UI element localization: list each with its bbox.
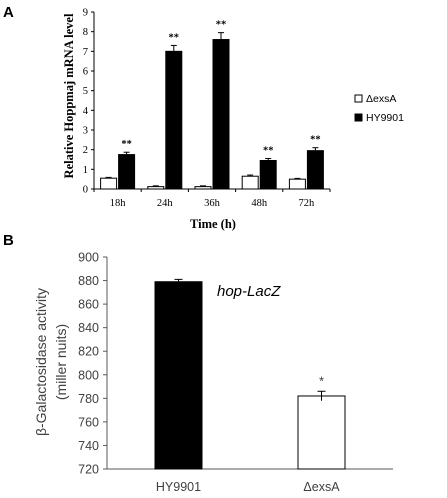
chart-b: 720 740 760 780 800 820 840 860 880 900 HY9901 Δexs… bbox=[78, 251, 393, 494]
legend-label-hy9901: HY9901 bbox=[366, 112, 404, 124]
chart-b-x-tick-label: HY9901 bbox=[156, 480, 201, 494]
chart-a-bar bbox=[306, 150, 324, 190]
legend-swatch-hy9901 bbox=[354, 113, 363, 122]
chart-a-legend: ΔexsA HY9901 bbox=[354, 93, 404, 124]
chart-a-bar bbox=[118, 154, 136, 190]
chart-a-y-tick-label: 5 bbox=[83, 86, 88, 97]
chart-b-y-tick-label: 840 bbox=[78, 321, 99, 335]
chart-b-y-tick-label: 880 bbox=[78, 274, 99, 288]
chart-a-bar bbox=[165, 50, 183, 190]
chart-a-y-tick-label: 7 bbox=[83, 47, 88, 58]
legend-swatch-dexsa bbox=[354, 94, 363, 103]
chart-a-x-tick-label: 48h bbox=[251, 198, 268, 209]
chart-b-annotation: hop-LacZ bbox=[217, 283, 281, 300]
chart-b-y-axis-title-line1: β-Galactosidase activity bbox=[33, 288, 49, 436]
chart-a-y-tick-label: 0 bbox=[83, 185, 88, 196]
chart-a: 0 1 2 3 4 5 6 7 8 9 18h ** 24h ** 36h ** 48h ** 72h ** bbox=[83, 8, 331, 209]
legend-label-dexsa: ΔexsA bbox=[366, 93, 396, 105]
chart-b-significance-label: * bbox=[319, 373, 324, 388]
chart-a-y-tick-label: 4 bbox=[83, 106, 89, 117]
chart-a-x-tick-label: 72h bbox=[299, 198, 316, 209]
chart-a-bar bbox=[147, 186, 165, 190]
chart-a-y-axis-title: Relative Hoppmaj mRNA level bbox=[62, 13, 76, 178]
chart-b-y-tick-label: 800 bbox=[78, 368, 99, 382]
chart-a-y-tick-label: 9 bbox=[83, 8, 88, 19]
chart-b-y-axis-title-line2: (miller nuits) bbox=[53, 324, 69, 400]
chart-a-bar bbox=[212, 39, 230, 190]
chart-a-x-axis-title: Time (h) bbox=[190, 217, 236, 231]
panel-b-label: B bbox=[3, 232, 14, 249]
chart-a-significance-label: ** bbox=[310, 135, 321, 146]
chart-b-bar bbox=[154, 281, 203, 470]
chart-a-bar bbox=[259, 159, 277, 190]
chart-a-significance-label: ** bbox=[169, 32, 180, 43]
chart-a-y-tick-label: 1 bbox=[83, 165, 88, 176]
chart-a-bar bbox=[288, 178, 306, 190]
chart-b-y-tick-label: 720 bbox=[78, 463, 99, 477]
chart-b-y-tick-label: 760 bbox=[78, 415, 99, 429]
chart-a-bar bbox=[241, 175, 259, 190]
chart-a-y-tick-label: 2 bbox=[83, 145, 88, 156]
chart-a-x-tick-label: 36h bbox=[204, 198, 221, 209]
chart-a-significance-label: ** bbox=[216, 20, 227, 31]
chart-a-x-tick-label: 18h bbox=[110, 198, 127, 209]
chart-b-y-tick-label: 740 bbox=[78, 439, 99, 453]
chart-b-x-tick-label: ΔexsA bbox=[303, 480, 340, 494]
chart-b-y-tick-label: 780 bbox=[78, 392, 99, 406]
chart-b-y-tick-label: 860 bbox=[78, 298, 99, 312]
chart-a-y-tick-label: 6 bbox=[83, 67, 88, 78]
chart-a-y-tick-label: 8 bbox=[83, 27, 88, 38]
chart-a-significance-label: ** bbox=[121, 139, 132, 150]
chart-b-bar bbox=[297, 395, 346, 470]
chart-b-y-tick-label: 900 bbox=[78, 251, 99, 265]
chart-a-bar bbox=[194, 186, 212, 190]
chart-a-bar bbox=[100, 177, 118, 190]
panel-a-label: A bbox=[3, 4, 14, 21]
chart-b-y-tick-label: 820 bbox=[78, 345, 99, 359]
chart-a-x-tick-label: 24h bbox=[157, 198, 174, 209]
chart-a-significance-label: ** bbox=[263, 146, 274, 157]
chart-a-y-tick-label: 3 bbox=[83, 126, 88, 137]
